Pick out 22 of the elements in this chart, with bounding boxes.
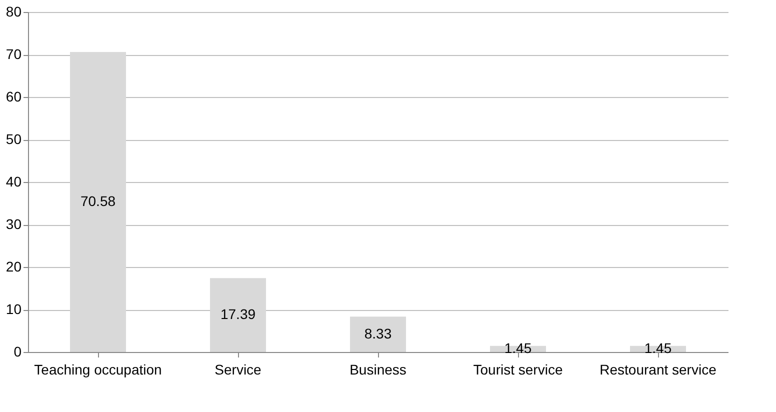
data-label: 1.45 — [644, 340, 672, 356]
y-tick-label: 60 — [6, 88, 22, 104]
y-tick-label: 50 — [6, 131, 22, 147]
data-label: 1.45 — [504, 340, 532, 356]
data-label: 8.33 — [364, 325, 392, 342]
x-tick-label: Service — [214, 362, 262, 378]
x-tick-label: Teaching occupation — [34, 362, 162, 378]
bar — [210, 278, 266, 352]
data-label: 17.39 — [220, 306, 256, 322]
y-tick-label: 80 — [6, 4, 22, 20]
x-tick-label: Restourant service — [600, 362, 717, 378]
x-tick-label: Tourist service — [473, 362, 563, 378]
y-tick-label: 30 — [6, 216, 22, 232]
y-tick-label: 20 — [6, 258, 22, 274]
bar — [350, 316, 406, 352]
y-tick-label: 40 — [6, 174, 22, 190]
x-tick-label: Business — [350, 362, 406, 378]
y-tick-label: 0 — [14, 344, 22, 360]
data-label: 70.58 — [80, 193, 116, 210]
y-tick-label: 10 — [6, 301, 22, 317]
y-tick-label: 70 — [6, 46, 22, 62]
bar — [70, 52, 126, 352]
